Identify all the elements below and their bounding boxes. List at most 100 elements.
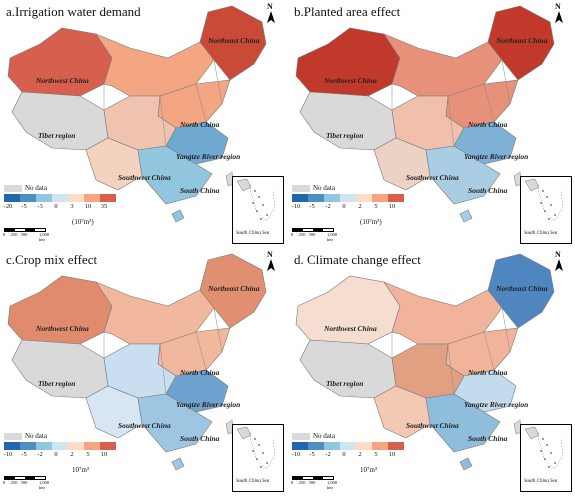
north-arrow-icon: N [552,250,566,271]
north-arrow-icon: N [552,2,566,23]
inset-island [262,204,264,206]
province-boundary [195,83,207,123]
no-data-label: No data [25,432,47,440]
inset-island [254,438,256,440]
north-arrow-head [555,11,563,23]
scale-label: 250 [298,480,306,485]
inset-island [262,452,264,454]
south-region [425,145,501,205]
inset-dashed-line [536,432,564,470]
tibet-region [299,339,397,399]
panel-title: c.Crop mix effect [6,252,98,267]
legend-tick-label: -2 [325,451,331,458]
inset-dashed-line [248,432,276,470]
inset-island [546,196,548,198]
panel-c: c.Crop mix effect N Northeast China Northwe… [0,248,287,496]
inset-label: South China Sea [236,479,270,484]
legend-swatch [388,442,404,450]
legend-tick-label: 0 [54,451,58,458]
scale-label: 500 [308,232,316,237]
south-region [137,393,213,453]
northeast-region [487,5,555,81]
scale-label: 1,000 km [38,232,50,242]
legend-swatch [100,194,116,202]
legend-tick-label: 3 [70,203,74,210]
inset-island [542,190,544,192]
scale-label: 1,000 km [326,232,338,242]
inset-island [548,466,550,468]
north-label: N [555,2,561,11]
tibet-region [11,91,109,151]
province-boundary [483,331,495,371]
nw-region [7,27,113,97]
no-data-label: No data [313,432,335,440]
province-boundary [195,331,207,371]
inset-island [260,466,262,468]
region-label: South China [180,186,220,195]
region-label: Northeast China [496,284,548,293]
south-region [425,393,501,453]
inset-coast [524,178,540,192]
china-map [7,253,267,471]
region-label: South China [468,186,508,195]
scale-label: 500 [20,480,28,485]
china-map [7,5,267,223]
legend-tick-label: -5 [309,203,315,210]
legend-swatch [372,442,388,450]
province-boundary [213,59,223,105]
color-legend: -10 -5 -2 0 2 5 10 [4,442,116,460]
legend-swatch [372,194,388,202]
hainan-island [459,457,473,471]
province-boundary [137,149,143,177]
north-label: N [267,250,273,259]
region-label: Yangtze River region [464,152,529,161]
legend-tick-label: 5 [374,203,378,210]
province-boundary [425,397,431,425]
province-boundary [483,83,495,123]
legend-tick-label: 0 [342,203,346,210]
north-arrow-shape [267,11,275,23]
scale-bar: 0 250 500 1,000 km [3,228,52,242]
region-label: Northwest China [324,76,377,85]
legend-tick-label: 10 [100,451,108,458]
hainan-island [459,209,473,223]
inset-dashed-line [536,184,564,222]
region-label: Southwest China [406,173,459,182]
china-map [295,253,555,471]
nw-region [295,27,401,97]
inset-island [266,462,268,464]
region-label: Tibet region [38,379,76,388]
province-boundary [399,85,419,97]
legend-swatch [84,442,100,450]
inset-island [548,218,550,220]
legend-swatch [324,194,340,202]
scale-bar-line [292,476,334,480]
legend-swatch [20,442,36,450]
south-china-sea-inset [232,176,284,244]
inset-island [258,196,260,198]
legend-swatch [340,194,356,202]
south-china-sea-inset [520,424,572,492]
scale-label: 0 [290,480,294,485]
hainan-island [171,457,185,471]
legend-tick-label: 0 [54,203,58,210]
northeast-region [199,253,267,329]
inset-island [540,450,542,452]
no-data-legend: No data [292,184,335,192]
legend-unit: (10⁷m³) [360,218,382,226]
northeast-region [199,5,267,81]
inset-island [550,204,552,206]
region-label: North China [180,120,220,129]
region-label: North China [180,368,220,377]
inset-island [546,444,548,446]
legend-tick-label: -20 [3,203,13,210]
scale-label: 0 [2,480,6,485]
scale-label: 500 [20,232,28,237]
legend-swatch [36,194,52,202]
north-arrow-icon: N [264,250,278,271]
panel-title: b.Planted area effect [294,4,401,19]
legend-swatch [52,442,68,450]
region-label: Southwest China [406,421,459,430]
region-label: Yangtze River region [176,400,241,409]
province-boundary [213,307,223,353]
